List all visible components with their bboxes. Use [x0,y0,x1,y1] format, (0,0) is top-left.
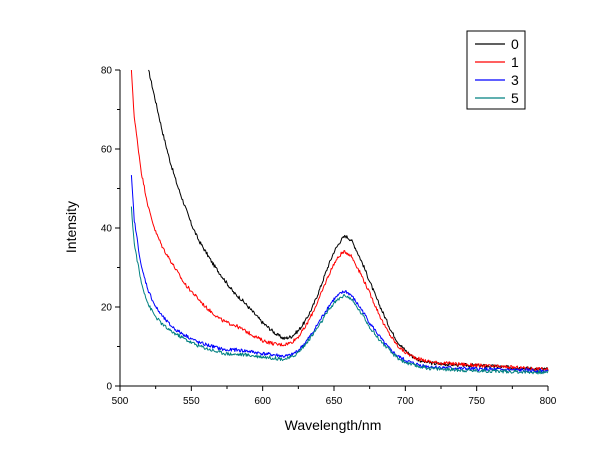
series-line-5 [130,206,549,375]
series-line-3 [130,175,549,373]
x-tick-label: 550 [183,396,200,407]
y-tick-label: 80 [101,66,113,77]
y-tick-label: 0 [106,382,112,393]
x-tick-label: 800 [540,396,557,407]
legend-label-5: 5 [511,90,519,106]
x-tick-label: 500 [112,396,129,407]
series-line-0 [148,69,549,372]
y-tick-label: 20 [101,303,113,314]
x-axis-title: Wavelength/nm [285,417,382,433]
y-axis-title: Intensity [63,201,79,253]
series-lines [130,69,549,375]
x-tick-label: 600 [254,396,271,407]
series-line-1 [130,69,549,372]
legend: 0 1 3 5 [466,30,526,110]
legend-label-3: 3 [511,72,519,88]
x-tick-label: 700 [397,396,414,407]
x-tick-label: 650 [326,396,343,407]
legend-label-0: 0 [511,36,519,52]
y-tick-label: 40 [101,224,113,235]
y-tick-label: 60 [101,145,113,156]
axis-ticks: 500 550 600 650 700 750 800 0 20 40 60 80 [101,66,557,408]
legend-label-1: 1 [511,54,519,70]
x-tick-label: 750 [468,396,485,407]
